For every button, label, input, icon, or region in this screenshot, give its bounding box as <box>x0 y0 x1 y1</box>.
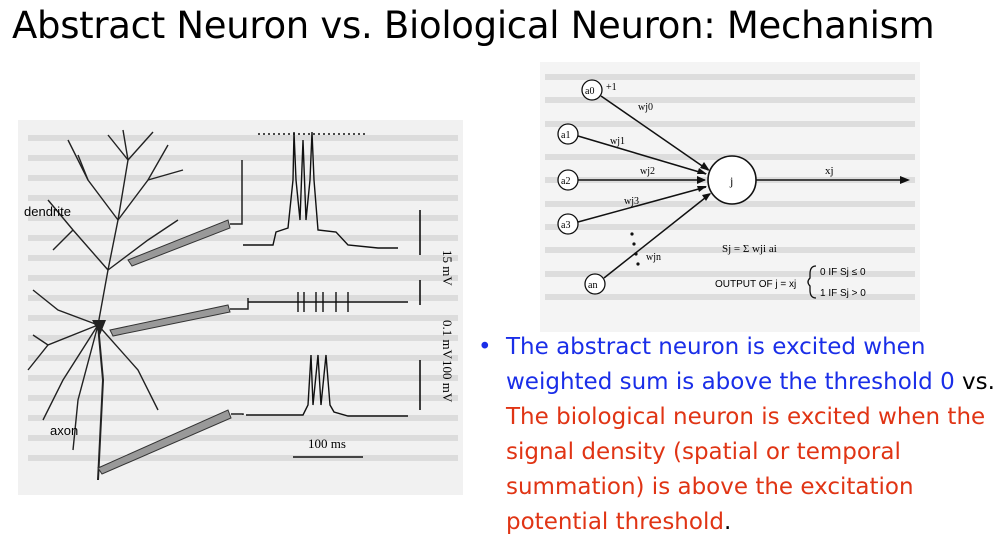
bias-input: +1 <box>606 82 617 93</box>
abstract-neuron-figure: a0 a1 a2 a3 an +1 j xj wj0 wj1 wj2 wj3 w… <box>540 62 920 332</box>
dendrite-trace <box>243 131 398 249</box>
spike-trace <box>248 292 408 312</box>
ellipsis-dots <box>630 232 640 266</box>
weight-wj3: wj3 <box>624 196 639 207</box>
node-label: j <box>729 174 733 188</box>
case-one: 1 IF Sj > 0 <box>820 288 866 299</box>
input-nodes <box>557 79 606 295</box>
electrodes <box>97 219 232 475</box>
bullet-text: The abstract neuron is excited when weig… <box>506 330 998 540</box>
abstract-neuron-statement: The abstract neuron is excited when weig… <box>506 334 955 395</box>
neuron-dendrites <box>27 129 184 481</box>
weight-wj1: wj1 <box>610 136 625 147</box>
bullet-dot: • <box>478 334 492 360</box>
scale-01mv-label: 0.1 mV <box>440 320 455 360</box>
neuron-node <box>707 155 757 205</box>
biological-neuron-figure: 15 mV 0.1 mV 100 mV 100 ms dendrite axon <box>18 120 463 495</box>
weight-wjn: wjn <box>646 252 661 263</box>
output-rule-label: OUTPUT OF j = xj <box>715 279 796 290</box>
case-brace <box>807 265 817 299</box>
axon-label: axon <box>50 423 78 438</box>
versus-text: vs. <box>962 369 995 395</box>
soma-trace <box>246 354 408 417</box>
scale-15mv-label: 15 mV <box>440 250 455 286</box>
scale-100mv-label: 100 mV <box>440 360 455 403</box>
background-text-lines <box>28 135 458 461</box>
input-a2: a2 <box>561 176 570 187</box>
case-zero: 0 IF Sj ≤ 0 <box>820 267 866 278</box>
arrow-heads <box>697 162 910 201</box>
sum-formula: Sj = Σ wji ai <box>722 243 777 255</box>
comparison-bullet: • The abstract neuron is excited when we… <box>478 330 998 540</box>
dendrite-label: dendrite <box>24 204 71 219</box>
output-label: xj <box>825 165 834 177</box>
neuron-soma <box>92 320 106 335</box>
weight-connections <box>577 95 905 279</box>
slide-title: Abstract Neuron vs. Biological Neuron: M… <box>12 4 935 47</box>
weight-wj2: wj2 <box>640 166 655 177</box>
scale-bars <box>293 210 421 458</box>
biological-neuron-statement: The biological neuron is excited when th… <box>506 404 986 535</box>
input-a0: a0 <box>585 86 594 97</box>
figure-background <box>18 120 463 495</box>
scale-100ms-label: 100 ms <box>308 436 346 451</box>
period-text: . <box>723 509 732 535</box>
input-a1: a1 <box>561 130 570 141</box>
input-an: an <box>588 280 597 291</box>
input-a3: a3 <box>561 220 570 231</box>
weight-wj0: wj0 <box>638 102 653 113</box>
